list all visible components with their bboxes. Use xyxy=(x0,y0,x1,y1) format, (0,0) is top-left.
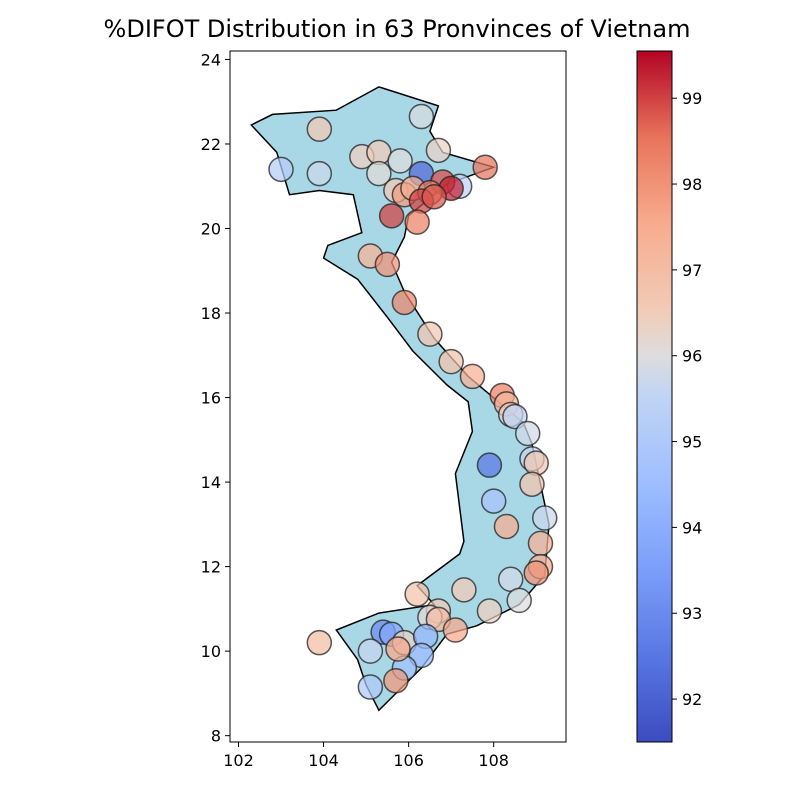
province-point xyxy=(306,116,333,142)
province-point xyxy=(425,137,452,164)
province-point xyxy=(438,348,464,375)
colorbar-tick-label: 96 xyxy=(682,347,702,366)
chart-title: %DIFOT Distribution in 63 Pronvinces of … xyxy=(104,15,691,43)
province-point xyxy=(306,160,333,187)
colorbar-tick-label: 98 xyxy=(682,175,702,194)
province-point xyxy=(383,667,409,694)
y-tick-label: 24 xyxy=(201,50,221,69)
province-point xyxy=(527,530,554,557)
y-tick-label: 8 xyxy=(211,727,221,746)
province-point xyxy=(417,321,443,347)
province-point xyxy=(531,505,558,531)
province-points xyxy=(268,103,558,700)
province-point xyxy=(385,636,411,662)
province-point xyxy=(408,103,435,130)
colorbar-tick-label: 92 xyxy=(682,690,702,709)
province-point xyxy=(472,154,498,180)
colorbar xyxy=(636,50,673,743)
province-point xyxy=(306,629,333,656)
province-point xyxy=(519,471,545,497)
colorbar-tick-label: 99 xyxy=(682,89,702,108)
province-point xyxy=(476,452,503,478)
province-point xyxy=(514,420,541,447)
y-tick-label: 12 xyxy=(201,558,221,577)
province-point xyxy=(421,184,447,210)
province-point xyxy=(391,289,418,316)
colorbar-tick-label: 97 xyxy=(682,261,702,280)
colorbar-tick-label: 93 xyxy=(682,604,702,623)
y-tick-label: 16 xyxy=(201,389,221,408)
province-point xyxy=(357,674,384,700)
x-tick-label: 102 xyxy=(223,751,254,770)
province-point xyxy=(506,587,532,614)
province-point xyxy=(366,160,392,187)
province-point xyxy=(523,560,549,586)
province-point xyxy=(357,638,384,664)
province-point xyxy=(493,513,520,540)
y-axis-ticks: 8 10 12 14 16 18 20 22 24 xyxy=(201,50,230,746)
x-tick-label: 104 xyxy=(308,751,339,770)
province-point xyxy=(502,403,528,430)
province-point xyxy=(476,598,503,624)
province-point xyxy=(480,488,507,514)
province-point xyxy=(404,581,430,607)
x-axis-ticks: 102 104 106 108 xyxy=(223,742,509,770)
y-tick-label: 18 xyxy=(201,304,221,323)
y-tick-label: 20 xyxy=(201,220,221,239)
colorbar-ticks: 92 93 94 95 96 97 98 99 xyxy=(672,89,702,709)
province-point xyxy=(451,577,477,603)
province-point xyxy=(459,363,486,390)
y-tick-label: 14 xyxy=(201,473,221,492)
x-tick-label: 106 xyxy=(393,751,424,770)
colorbar-tick-label: 94 xyxy=(682,518,702,537)
province-point xyxy=(268,156,294,183)
province-point xyxy=(442,617,469,643)
y-tick-label: 22 xyxy=(201,135,221,154)
x-tick-label: 108 xyxy=(478,751,509,770)
province-point xyxy=(387,148,413,174)
province-point xyxy=(408,642,435,669)
province-point xyxy=(404,209,430,235)
y-tick-label: 10 xyxy=(201,642,221,661)
colorbar-tick-label: 95 xyxy=(682,433,702,452)
province-point xyxy=(374,251,401,278)
province-point xyxy=(523,450,549,476)
province-point xyxy=(378,203,405,229)
